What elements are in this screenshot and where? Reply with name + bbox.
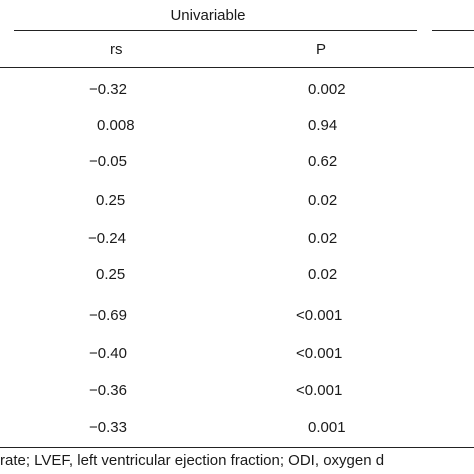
cell-rs: −0.24 [88, 230, 126, 247]
cell-rs: −0.32 [89, 81, 127, 98]
cell-rs: 0.25 [96, 266, 126, 283]
cell-rs: −0.69 [89, 307, 127, 324]
cell-p: 0.02 [308, 266, 338, 283]
table-group-header: Univariable [0, 4, 474, 26]
cell-rs: 0.008 [97, 117, 135, 134]
cell-p: <0.001 [296, 382, 343, 399]
cell-p: 0.62 [308, 153, 338, 170]
cell-rs: −0.05 [89, 153, 127, 170]
group-underline [14, 30, 417, 31]
cell-p: 0.001 [308, 419, 346, 436]
cell-p: 0.02 [308, 230, 338, 247]
column-header-p: P [316, 41, 327, 58]
cell-rs: −0.33 [89, 419, 127, 436]
cell-rs: −0.36 [89, 382, 127, 399]
header-bottom-rule [0, 67, 474, 68]
cell-p: <0.001 [296, 345, 343, 362]
table-footnote: rate; LVEF, left ventricular ejection fr… [0, 452, 385, 469]
cell-p: 0.94 [308, 117, 338, 134]
cell-rs: 0.25 [96, 192, 126, 209]
cell-p: 0.02 [308, 192, 338, 209]
table-bottom-rule [0, 447, 474, 448]
cell-rs: −0.40 [89, 345, 127, 362]
group-underline-next [432, 30, 474, 31]
group-title-univariable: Univariable [170, 7, 246, 24]
column-header-rs: rs [110, 41, 123, 58]
cell-p: <0.001 [296, 307, 343, 324]
cell-p: 0.002 [308, 81, 346, 98]
